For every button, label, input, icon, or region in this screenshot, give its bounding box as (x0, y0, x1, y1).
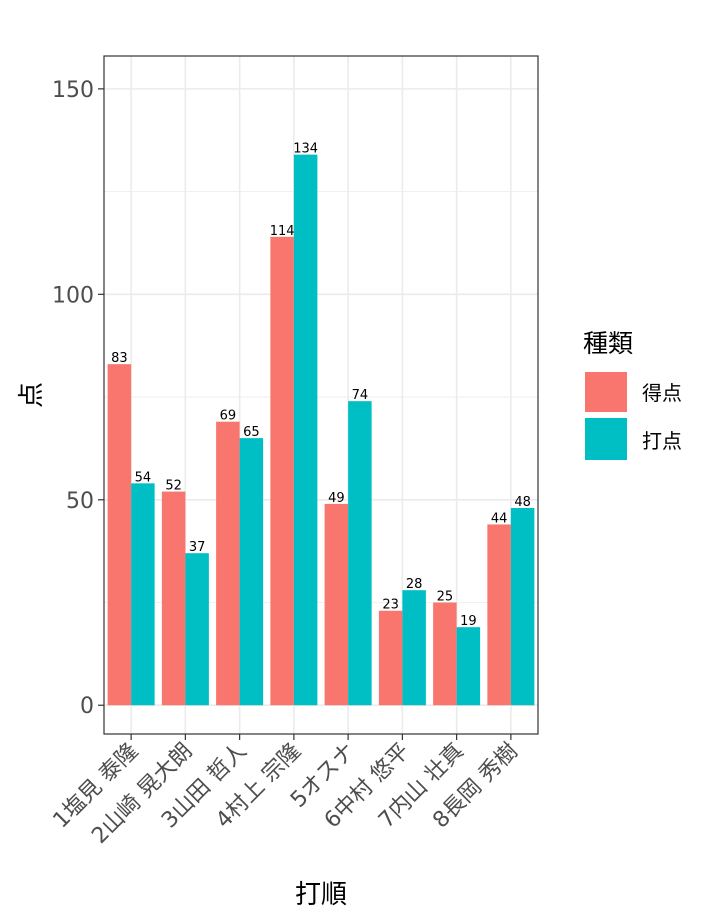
legend-key-tokuten (585, 372, 627, 412)
bar-value-label: 23 (382, 598, 399, 613)
bar-value-label: 28 (406, 577, 423, 592)
bar-value-label: 44 (491, 511, 508, 526)
bar-tokuten (161, 491, 186, 706)
x-axis-title: 打順 (295, 880, 347, 910)
y-tick-label: 0 (80, 694, 94, 719)
bar-tokuten (270, 236, 294, 706)
bar-tokuten (378, 610, 403, 706)
y-axis-ticks: 0 50 100 150 (52, 78, 104, 719)
bar-value-label: 48 (514, 495, 531, 510)
legend-label-tokuten: 得点 (642, 381, 682, 405)
bar-daten (348, 401, 372, 706)
legend: 種類 得点 打点 (583, 329, 682, 460)
bar-value-label: 54 (135, 470, 152, 485)
bar-value-label: 37 (189, 540, 206, 555)
bar-daten (510, 508, 535, 706)
bar-value-label: 52 (165, 479, 182, 494)
legend-label-daten: 打点 (642, 429, 682, 453)
y-tick-label: 150 (52, 78, 94, 103)
legend-title: 種類 (583, 329, 633, 358)
bar-tokuten (107, 364, 132, 706)
bar-tokuten (216, 421, 240, 706)
y-tick-label: 100 (52, 283, 94, 308)
bar-daten (185, 553, 209, 706)
bar-value-label: 65 (243, 425, 260, 440)
bar-value-label: 19 (460, 614, 477, 629)
bar-value-label: 25 (437, 590, 454, 605)
bars (107, 154, 535, 706)
y-tick-label: 50 (66, 489, 94, 514)
bar-labels: 83 52 69 114 49 23 25 44 54 37 65 134 74 28 19 48 (111, 142, 531, 630)
legend-key-daten (585, 418, 627, 460)
bar-daten (239, 438, 264, 706)
bar-value-label: 74 (352, 388, 369, 403)
plot-border (103, 55, 539, 735)
bar-tokuten (487, 524, 511, 706)
bar-value-label: 114 (270, 224, 295, 239)
bar-daten (402, 590, 426, 706)
bar-tokuten (324, 503, 349, 706)
bar-value-label: 134 (293, 142, 318, 157)
bar-tokuten (433, 602, 457, 706)
bar-value-label: 69 (220, 409, 237, 424)
bar-value-label: 83 (111, 351, 128, 366)
bar-daten (293, 154, 318, 706)
bar-value-label: 49 (328, 491, 345, 506)
bar-daten (131, 483, 155, 706)
y-axis-title: 点 (17, 382, 47, 408)
bar-daten (456, 627, 481, 706)
